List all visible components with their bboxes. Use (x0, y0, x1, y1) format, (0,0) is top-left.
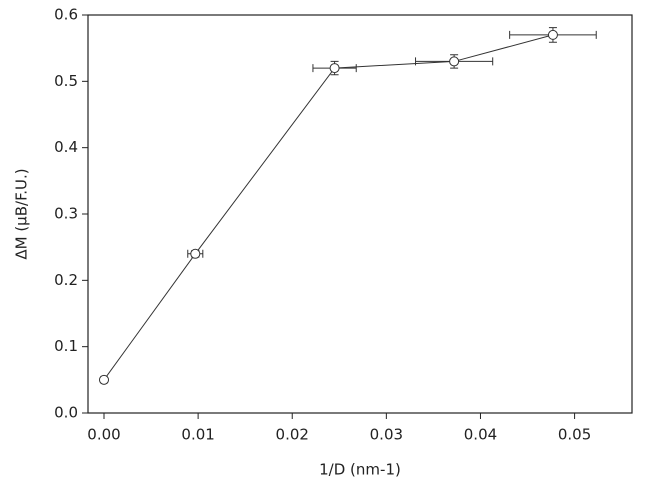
x-tick-label: 0.03 (370, 426, 403, 444)
x-axis-label: 1/D (nm-1) (319, 461, 401, 479)
y-tick-label: 0.0 (54, 404, 78, 422)
y-tick-label: 0.1 (54, 337, 78, 355)
data-point (99, 374, 109, 385)
data-point (449, 56, 460, 67)
x-tick-label: 0.05 (558, 426, 591, 444)
y-tick-label: 0.6 (54, 6, 78, 24)
data-point (329, 63, 340, 74)
x-tick-label: 0.01 (181, 426, 214, 444)
y-tick-label: 0.3 (54, 205, 78, 223)
data-line (103, 34, 554, 381)
x-tick-label: 0.04 (464, 426, 497, 444)
y-axis-label: ΔM (μB/F.U.) (13, 168, 31, 259)
y-tick-label: 0.4 (54, 138, 78, 156)
y-tick-label: 0.2 (54, 271, 78, 289)
y-tick-label: 0.5 (54, 72, 78, 90)
data-point (547, 29, 558, 40)
x-tick-label: 0.00 (87, 426, 120, 444)
x-tick-label: 0.02 (276, 426, 309, 444)
plot-frame (87, 14, 633, 414)
data-point (190, 248, 201, 259)
